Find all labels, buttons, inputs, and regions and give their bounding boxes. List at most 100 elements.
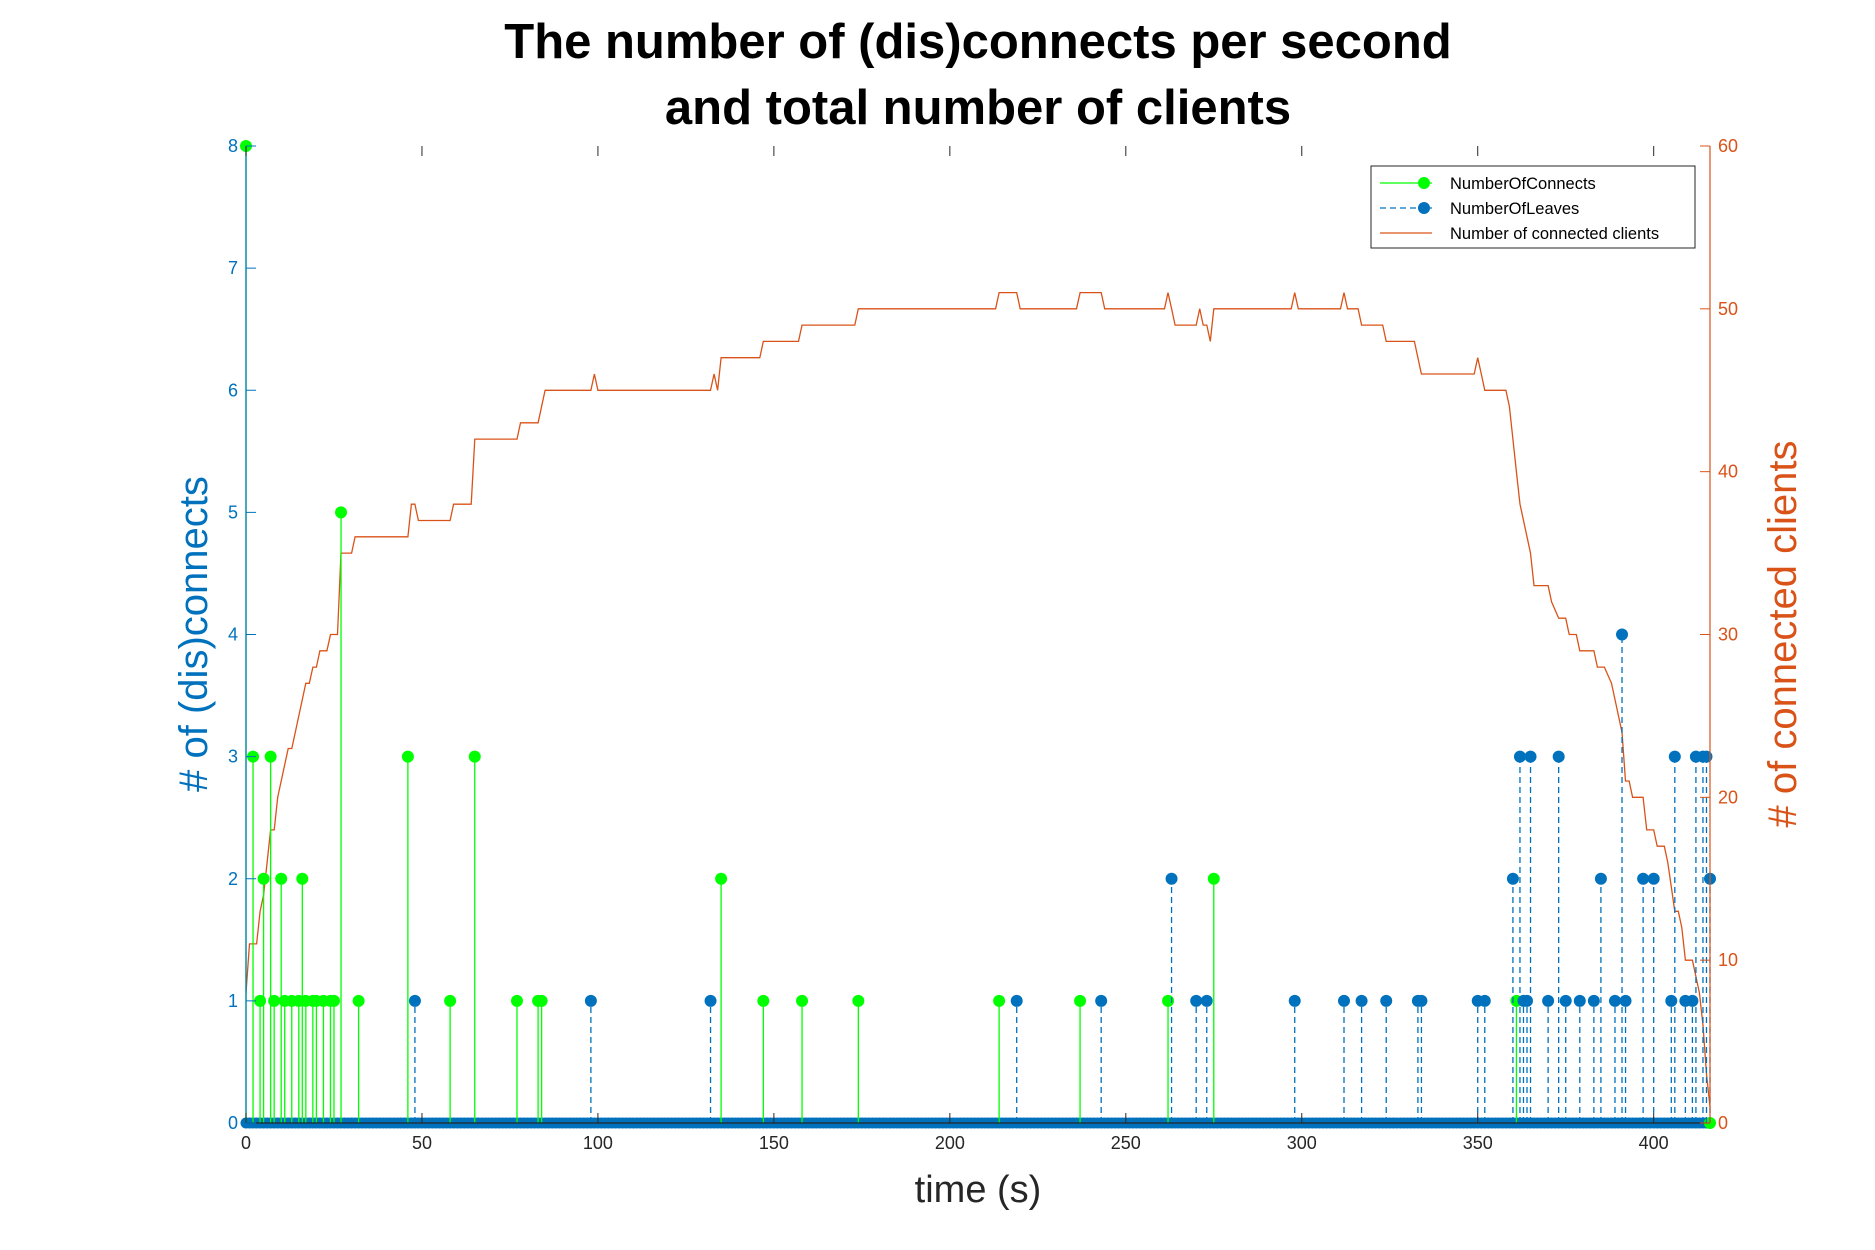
- legend-connects-label: NumberOfConnects: [1450, 175, 1596, 193]
- left-tick-label: 6: [228, 380, 238, 400]
- legend-leaves-label: NumberOfLeaves: [1450, 200, 1579, 218]
- connect-point: [757, 994, 770, 1007]
- connect-point: [352, 994, 365, 1007]
- leave-point: [584, 994, 597, 1007]
- x-tick-label: 200: [935, 1133, 965, 1153]
- leave-point: [1700, 750, 1713, 763]
- leave-point: [1338, 994, 1350, 1007]
- leave-point: [1552, 750, 1565, 763]
- leave-point: [1095, 994, 1108, 1007]
- x-axis-label: time (s): [915, 1169, 1042, 1211]
- leave-point: [1513, 750, 1526, 763]
- leave-point: [1190, 994, 1203, 1007]
- legend: NumberOfConnects NumberOfLeaves Number o…: [1370, 165, 1696, 249]
- leave-point: [1288, 994, 1301, 1007]
- leave-point: [1616, 628, 1629, 641]
- connect-point: [335, 506, 348, 519]
- leave-point: [1415, 994, 1428, 1007]
- right-tick-label: 50: [1718, 299, 1738, 319]
- legend-leaves-marker: [1418, 202, 1430, 214]
- left-tick-label: 8: [228, 136, 238, 156]
- leave-point: [1542, 994, 1555, 1007]
- x-tick-label: 100: [583, 1133, 613, 1153]
- leave-point: [1619, 994, 1632, 1007]
- right-tick-label: 0: [1718, 1113, 1728, 1133]
- leave-point: [1200, 994, 1213, 1007]
- connect-point: [275, 872, 288, 885]
- x-axis-ticks: 0 50 100 150 200 250 300 350 400: [241, 146, 1669, 1153]
- plot-area: [240, 140, 1716, 1129]
- leave-point: [1521, 994, 1533, 1007]
- connect-point: [401, 750, 414, 763]
- left-tick-label: 5: [228, 502, 238, 522]
- connect-point: [1162, 994, 1175, 1007]
- right-tick-label: 20: [1718, 787, 1738, 807]
- right-axis-ticks: 0 10 20 30 40 50 60: [1700, 136, 1738, 1133]
- leave-point: [408, 994, 421, 1007]
- right-tick-label: 30: [1718, 625, 1738, 645]
- legend-entry-clients: Number of connected clients: [1380, 225, 1659, 243]
- right-tick-label: 60: [1718, 136, 1738, 156]
- leave-point: [704, 994, 717, 1007]
- left-axis-ticks: 0 1 2 3 4 5 6 7 8: [228, 136, 256, 1133]
- connect-point: [296, 872, 309, 885]
- leave-point: [1478, 994, 1491, 1007]
- legend-clients-label: Number of connected clients: [1450, 225, 1659, 243]
- left-tick-label: 4: [228, 625, 238, 645]
- connect-point: [327, 994, 340, 1007]
- left-tick-label: 1: [228, 991, 238, 1011]
- left-tick-label: 2: [228, 869, 238, 889]
- x-tick-label: 350: [1463, 1133, 1493, 1153]
- leave-point: [1594, 872, 1607, 885]
- leave-point: [1380, 994, 1393, 1007]
- x-tick-label: 50: [412, 1133, 432, 1153]
- connect-point: [268, 994, 281, 1007]
- left-axis-label: # of (dis)connects: [172, 476, 216, 792]
- x-tick-label: 300: [1287, 1133, 1317, 1153]
- right-axis-label: # of connected clients: [1761, 441, 1805, 828]
- connect-point: [257, 872, 270, 885]
- leave-point: [1524, 750, 1537, 763]
- connect-point: [264, 750, 277, 763]
- leave-point: [1573, 994, 1586, 1007]
- connect-point: [993, 994, 1006, 1007]
- leave-point: [1355, 994, 1368, 1007]
- leave-point: [1559, 994, 1572, 1007]
- leave-point: [1608, 994, 1621, 1007]
- connect-point: [1074, 994, 1087, 1007]
- connect-point: [444, 994, 457, 1007]
- series-clients-line: [245, 291, 1711, 1107]
- x-tick-label: 150: [759, 1133, 789, 1153]
- legend-entry-connects: NumberOfConnects: [1380, 175, 1596, 193]
- leave-point: [1686, 994, 1699, 1007]
- right-tick-label: 10: [1718, 950, 1738, 970]
- left-tick-label: 3: [228, 747, 238, 767]
- leave-point: [1665, 994, 1678, 1007]
- connect-point: [715, 872, 728, 885]
- legend-connects-marker: [1418, 177, 1430, 189]
- leave-point: [1668, 750, 1681, 763]
- connect-point: [510, 994, 523, 1007]
- connect-point: [468, 750, 481, 763]
- leave-point: [1587, 994, 1600, 1007]
- connect-point: [1207, 872, 1220, 885]
- series-connects: [240, 140, 1716, 1129]
- connect-point: [535, 994, 548, 1007]
- series-leaves: [408, 628, 1716, 1123]
- left-tick-label: 0: [228, 1113, 238, 1133]
- leave-point: [1637, 872, 1650, 885]
- left-tick-label: 7: [228, 258, 238, 278]
- x-tick-label: 0: [241, 1133, 251, 1153]
- connect-point: [852, 994, 865, 1007]
- x-tick-label: 250: [1111, 1133, 1141, 1153]
- right-tick-label: 40: [1718, 462, 1738, 482]
- leave-point: [1165, 872, 1178, 885]
- chart-title-line-1: The number of (dis)connects per second: [504, 15, 1451, 69]
- leave-point: [1647, 872, 1660, 885]
- leave-point: [1010, 994, 1023, 1007]
- x-tick-label: 400: [1639, 1133, 1669, 1153]
- chart-title-line-2: and total number of clients: [665, 81, 1291, 135]
- legend-entry-leaves: NumberOfLeaves: [1380, 200, 1579, 218]
- connect-point: [796, 994, 809, 1007]
